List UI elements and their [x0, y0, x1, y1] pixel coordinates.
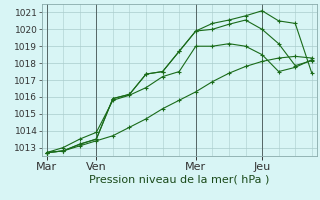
X-axis label: Pression niveau de la mer( hPa ): Pression niveau de la mer( hPa ): [89, 174, 269, 184]
